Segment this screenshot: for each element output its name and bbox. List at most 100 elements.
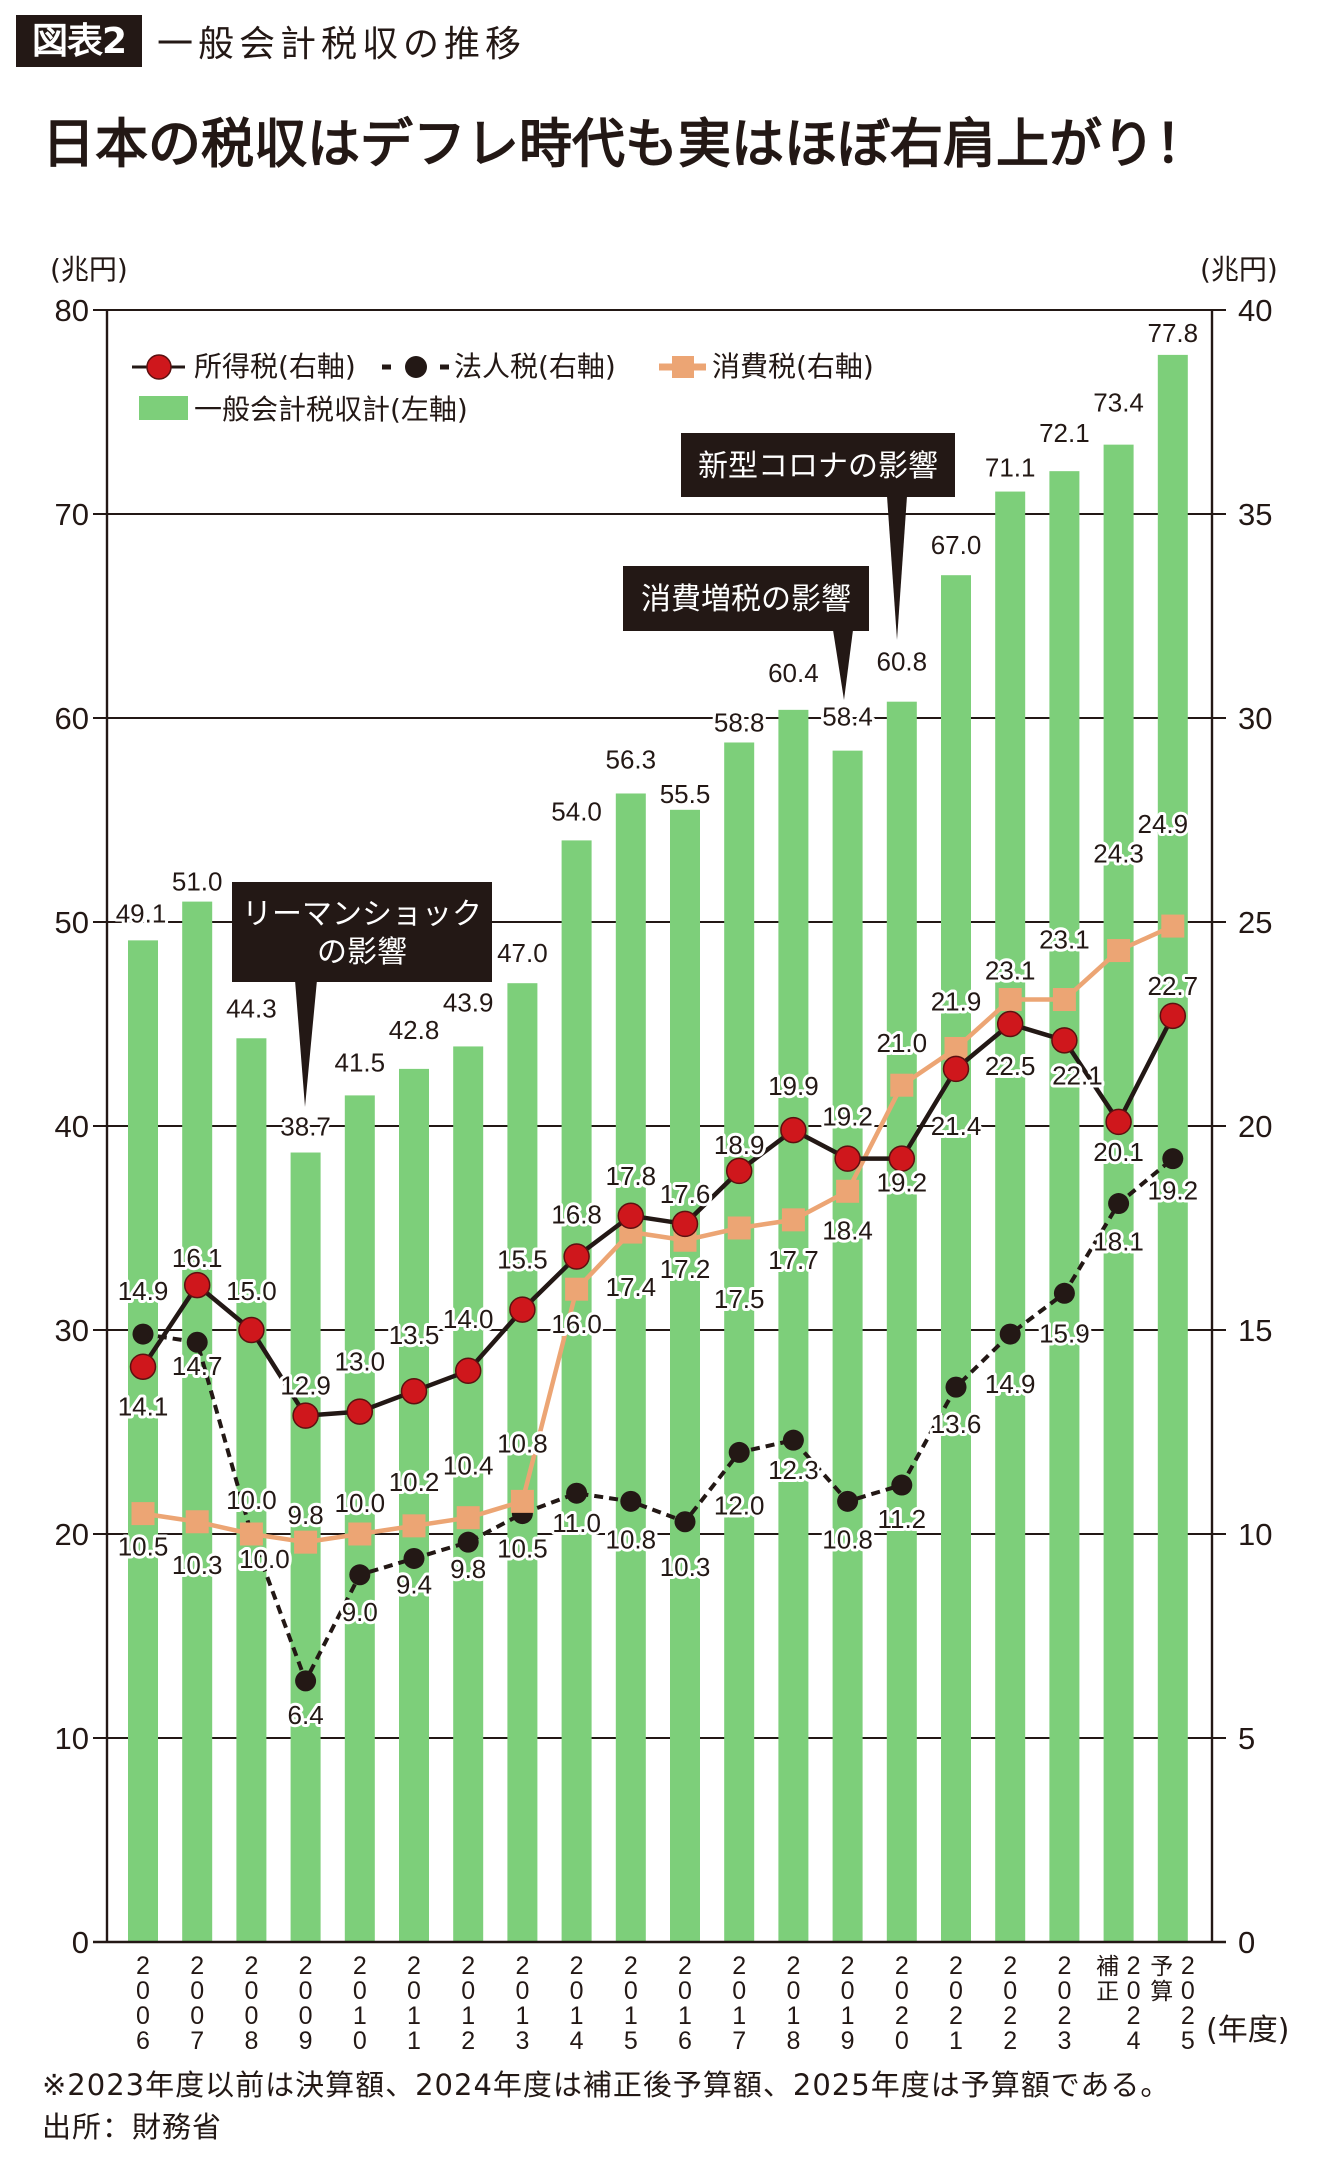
x-tick-char: 2 — [1057, 2002, 1071, 2030]
bar-2017 — [724, 742, 755, 1942]
data-label-total-revenue: 38.7 — [280, 1112, 331, 1142]
data-label-total-revenue: 55.5 — [660, 779, 711, 809]
x-tick-char: 0 — [570, 1977, 584, 2005]
bar-2021 — [941, 575, 971, 1943]
marker-consumption-tax-2009 — [294, 1530, 318, 1554]
data-label-consumption-tax: 9.8 — [288, 1500, 324, 1530]
data-label-total-revenue: 58.8 — [714, 707, 765, 737]
data-label-total-revenue: 44.3 — [226, 993, 277, 1023]
x-tick-char: 2 — [1181, 2002, 1195, 2030]
x-tick-char: 1 — [732, 2002, 746, 2030]
marker-income-tax-2017 — [725, 1157, 753, 1185]
marker-income-tax-2018 — [780, 1116, 807, 1144]
marker-corporate-tax-2025 — [1162, 1148, 1184, 1170]
x-tick-char: 0 — [136, 2002, 150, 2030]
legend-item-income-tax: 所得税(右軸) — [132, 350, 356, 383]
x-tick-char: 0 — [136, 1977, 150, 2005]
data-label-income-tax: 20.1 — [1093, 1137, 1144, 1167]
y-tick-label-right: 10 — [1238, 1517, 1272, 1552]
y-tick-label-right: 40 — [1238, 293, 1272, 328]
x-tick-char: 0 — [1127, 1977, 1141, 2005]
x-tick-char: 2 — [1127, 2002, 1141, 2030]
x-tick-char: 0 — [299, 2002, 313, 2030]
marker-corporate-tax-2023 — [1053, 1282, 1075, 1304]
data-label-total-revenue: 60.4 — [768, 658, 819, 688]
x-tick-char: 2 — [895, 1952, 909, 1980]
data-label-consumption-tax: 23.1 — [985, 956, 1036, 986]
bar-2020 — [886, 701, 917, 1943]
data-label-corporate-tax: 11.0 — [552, 1508, 601, 1538]
data-labels: 49.151.0 44.3 38.7 41.542.843.947.0 54.056.3… — [113, 315, 1201, 1733]
data-label-income-tax: 22.7 — [1147, 971, 1198, 1001]
callout-pointer — [833, 630, 853, 700]
data-label-consumption-tax: 16.0 — [551, 1309, 602, 1339]
x-tick-char: 0 — [190, 1977, 204, 2005]
figure-number-badge: 図表2 — [16, 15, 142, 67]
x-tick-char: 2 — [624, 1952, 638, 1980]
x-tick-char: 0 — [678, 1977, 692, 2005]
data-label-total-revenue: 42.8 — [389, 1015, 440, 1045]
bar-2012 — [453, 1046, 484, 1942]
x-tick-char: 2 — [1057, 1952, 1071, 1980]
data-label-income-tax: 17.6 — [660, 1179, 711, 1209]
x-tick-char: 1 — [841, 2002, 855, 2030]
data-label-consumption-tax: 10.3 — [172, 1550, 223, 1580]
marker-consumption-tax-2017 — [727, 1216, 751, 1240]
data-label-income-tax: 13.5 — [389, 1320, 440, 1350]
marker-income-tax-2008 — [238, 1316, 265, 1344]
y-tick-label-left: 10 — [55, 1721, 89, 1756]
x-tick-char: 7 — [190, 2027, 204, 2055]
x-tick-char: 1 — [353, 2002, 367, 2030]
x-tick-prefix-char: 補 — [1096, 1954, 1119, 1980]
data-label-income-tax: 13.0 — [334, 1347, 385, 1377]
marker-corporate-tax-2014 — [566, 1482, 588, 1504]
data-label-consumption-tax: 10.4 — [443, 1451, 494, 1481]
bar-2007 — [182, 901, 213, 1942]
x-tick-prefix-char: 算 — [1150, 1979, 1173, 2005]
x-tick-char: 0 — [732, 1977, 746, 2005]
marker-corporate-tax-2020 — [891, 1474, 913, 1496]
data-label-corporate-tax: 12.3 — [768, 1455, 819, 1485]
data-label-consumption-tax: 17.5 — [714, 1284, 765, 1314]
marker-corporate-tax-2007 — [186, 1331, 208, 1353]
y-tick-label-left: 60 — [55, 701, 89, 736]
marker-corporate-tax-2012 — [457, 1531, 479, 1553]
data-label-total-revenue: 72.1 — [1039, 418, 1090, 448]
data-label-consumption-tax: 21.0 — [876, 1028, 927, 1058]
data-label-total-revenue: 71.1 — [985, 453, 1036, 483]
x-tick-char: 2 — [299, 1952, 313, 1980]
data-label-consumption-tax: 17.4 — [605, 1272, 656, 1302]
data-label-total-revenue: 49.1 — [116, 898, 167, 928]
data-label-income-tax: 12.9 — [280, 1371, 331, 1401]
x-tick-prefix-char: 予 — [1150, 1954, 1173, 1980]
bar-2019 — [832, 750, 863, 1942]
orange-square-marker-icon — [672, 356, 694, 378]
bar-2015 — [615, 793, 646, 1942]
y-tick-label-left: 40 — [55, 1109, 89, 1144]
bar-2008 — [236, 1038, 267, 1942]
callout-covid: 新型コロナの影響 — [681, 433, 955, 640]
x-tick-char: 0 — [353, 2027, 367, 2055]
x-tick-char: 1 — [786, 2002, 800, 2030]
data-label-income-tax: 22.1 — [1052, 1060, 1103, 1090]
footnote: ※2023年度以前は決算額、2024年度は補正後予算額、2025年度は予算額であ… — [42, 2068, 1171, 2102]
bar-2022 — [995, 491, 1026, 1942]
x-tick-char: 1 — [949, 2027, 963, 2055]
x-tick-char: 2 — [1003, 1952, 1017, 1980]
x-tick-char: 1 — [624, 2002, 638, 2030]
marker-consumption-tax-2006 — [131, 1502, 155, 1526]
x-tick-char: 2 — [1127, 1952, 1141, 1980]
data-label-total-revenue: 56.3 — [605, 744, 656, 774]
tax-lines — [129, 914, 1187, 1692]
data-label-corporate-tax: 14.9 — [118, 1276, 169, 1306]
marker-consumption-tax-2022 — [998, 988, 1022, 1012]
data-label-corporate-tax: 10.8 — [822, 1524, 873, 1554]
